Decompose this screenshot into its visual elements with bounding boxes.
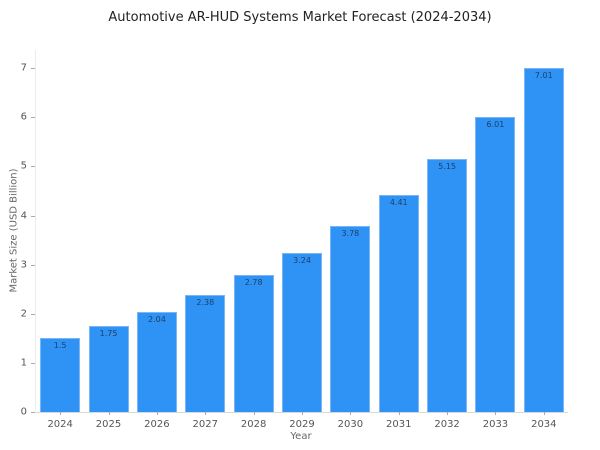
y-tick-label: 6 bbox=[20, 111, 27, 123]
bar-value-label: 7.01 bbox=[534, 70, 553, 80]
y-tick-label: 1 bbox=[20, 357, 27, 369]
x-tick-mark bbox=[302, 412, 303, 415]
x-tick-mark bbox=[156, 412, 158, 415]
bar-2030: 3.78 bbox=[330, 226, 371, 412]
y-tick-label: 4 bbox=[20, 210, 27, 222]
y-tick-mark bbox=[31, 166, 35, 168]
x-tick-label: 2028 bbox=[240, 419, 267, 430]
x-tick-label: 2032 bbox=[434, 419, 460, 430]
y-tick-label: 3 bbox=[20, 259, 27, 271]
bar-value-label: 4.41 bbox=[389, 198, 408, 208]
y-tick-mark bbox=[31, 313, 35, 315]
y-tick-label: 2 bbox=[20, 308, 27, 320]
x-tick-mark bbox=[205, 412, 207, 415]
x-tick-label: 2027 bbox=[192, 419, 218, 430]
x-tick-label: 2031 bbox=[385, 419, 412, 430]
bar-2029: 3.24 bbox=[282, 252, 322, 412]
bar-2034: 7.01 bbox=[523, 67, 564, 412]
y-tick-mark bbox=[31, 117, 35, 119]
x-tick-mark bbox=[60, 412, 62, 415]
bar-value-label: 2.04 bbox=[148, 314, 166, 324]
bar-value-label: 1.5 bbox=[53, 341, 67, 351]
x-tick-mark bbox=[447, 412, 449, 415]
x-tick-label: 2025 bbox=[95, 419, 122, 430]
bar-2028: 2.78 bbox=[233, 275, 274, 412]
y-tick-label: 7 bbox=[20, 62, 27, 74]
bar-value-label: 3.78 bbox=[341, 229, 360, 239]
x-tick-mark bbox=[253, 412, 255, 415]
y-axis-title: Market Size (USD Billion) bbox=[8, 168, 20, 293]
x-tick-label: 2033 bbox=[482, 419, 509, 430]
x-tick-mark bbox=[108, 412, 110, 415]
x-tick-label: 2024 bbox=[47, 419, 73, 430]
y-tick-mark bbox=[31, 264, 35, 266]
bar-value-label: 2.78 bbox=[244, 278, 263, 288]
bar-2025: 1.75 bbox=[88, 326, 129, 412]
y-tick-mark bbox=[31, 68, 35, 70]
bar-value-label: 2.38 bbox=[196, 298, 215, 308]
x-tick-mark bbox=[350, 412, 352, 415]
bar-value-label: 3.24 bbox=[293, 255, 311, 265]
x-axis-title: Year bbox=[290, 431, 312, 442]
bar-2033: 6.01 bbox=[475, 116, 516, 412]
x-tick-mark bbox=[543, 412, 545, 415]
x-tick-mark bbox=[398, 412, 400, 415]
x-tick-label: 2029 bbox=[289, 419, 315, 430]
y-tick-label: 5 bbox=[20, 160, 27, 172]
chart-title: Automotive AR-HUD Systems Market Forecas… bbox=[108, 10, 492, 25]
bar-2031: 4.41 bbox=[378, 195, 419, 412]
plot-area: 0 1 2 3 4 5 6 7 1.5 2024 1.75 2025 2.04 2026 2.38 2027 2… bbox=[21, 50, 568, 430]
y-tick-mark bbox=[31, 362, 35, 364]
bar-2027: 2.38 bbox=[185, 295, 226, 412]
bar-value-label: 6.01 bbox=[486, 119, 505, 129]
bar-2024: 1.5 bbox=[40, 338, 81, 412]
y-tick-label: 0 bbox=[20, 406, 27, 418]
bar-2026: 2.04 bbox=[136, 311, 177, 412]
bar-2032: 5.15 bbox=[427, 159, 468, 412]
y-tick-mark bbox=[31, 412, 35, 413]
x-tick-mark bbox=[495, 412, 497, 415]
x-tick-label: 2034 bbox=[531, 419, 557, 430]
bar-value-label: 5.15 bbox=[438, 162, 456, 172]
y-tick-mark bbox=[31, 215, 35, 217]
x-tick-label: 2026 bbox=[144, 419, 170, 430]
x-tick-label: 2030 bbox=[337, 419, 364, 430]
bar-value-label: 1.75 bbox=[99, 329, 118, 339]
